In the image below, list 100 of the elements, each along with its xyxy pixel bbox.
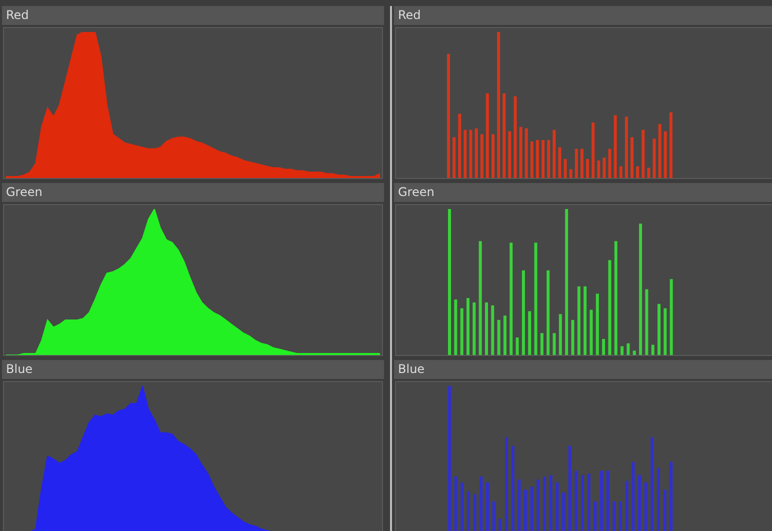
bar: [518, 479, 521, 531]
bar: [620, 346, 624, 355]
bar: [480, 134, 484, 178]
bar: [650, 437, 654, 531]
bar: [614, 115, 617, 178]
bar: [514, 96, 517, 178]
bar: [594, 501, 597, 531]
bar: [626, 343, 630, 355]
bar: [491, 134, 494, 178]
bar: [664, 131, 667, 178]
bar: [474, 128, 478, 178]
bar: [606, 470, 610, 531]
bar: [484, 302, 488, 355]
bar: [632, 350, 636, 355]
bar: [546, 270, 550, 355]
bar: [636, 166, 640, 178]
bar: [480, 476, 483, 531]
bar: [522, 270, 525, 355]
bar: [524, 128, 528, 178]
bar: [508, 131, 512, 178]
bar: [574, 148, 578, 178]
bar: [663, 490, 666, 531]
bar: [639, 224, 642, 355]
bar: [569, 169, 572, 178]
bar: [556, 482, 559, 531]
bar: [558, 314, 562, 355]
bar: [592, 122, 595, 178]
bar: [452, 137, 456, 178]
bar: [530, 486, 534, 531]
bar: [586, 159, 590, 178]
bar: [536, 479, 540, 531]
bar: [597, 160, 600, 178]
bar: [670, 462, 673, 531]
bar: [625, 480, 628, 531]
bar: [552, 130, 556, 178]
bar: [491, 305, 494, 355]
bar: [619, 166, 622, 178]
bar: [580, 148, 584, 178]
bar: [632, 462, 635, 531]
bar: [473, 494, 476, 531]
bar: [647, 168, 650, 178]
bar: [486, 93, 489, 178]
bar: [608, 148, 612, 178]
bar: [464, 130, 467, 178]
bar: [651, 344, 654, 355]
bar: [664, 308, 667, 355]
bar: [584, 286, 587, 355]
bar: [486, 482, 489, 531]
bar: [638, 475, 641, 531]
bar: [458, 114, 462, 178]
bar: [600, 470, 603, 531]
bar: [536, 140, 539, 178]
bar: [624, 116, 628, 178]
bar: [448, 386, 451, 531]
bar: [642, 130, 645, 178]
bar: [502, 93, 506, 178]
bar: [658, 304, 661, 355]
bar: [608, 260, 612, 355]
bar: [602, 158, 606, 178]
bar: [478, 241, 482, 355]
bar: [602, 338, 606, 355]
chart-title: Blue: [2, 360, 384, 379]
bar: [505, 437, 508, 531]
bar: [587, 474, 590, 531]
bar: [644, 482, 648, 531]
bar: [590, 310, 593, 355]
bar: [524, 490, 527, 531]
bar: [552, 333, 556, 355]
bar: [492, 501, 496, 531]
bar: [542, 140, 545, 178]
bar: [454, 300, 458, 355]
bar: [614, 241, 618, 355]
bar: [530, 142, 534, 178]
bar: [466, 298, 470, 355]
bar: [510, 242, 513, 355]
bar: [562, 492, 565, 531]
bar: [670, 279, 673, 355]
chart-title: Red: [394, 6, 772, 25]
bar: [503, 316, 506, 355]
bar: [581, 475, 584, 531]
bar: [528, 311, 532, 355]
bar: [612, 501, 616, 531]
bar: [596, 294, 599, 355]
bar: [519, 126, 522, 178]
bar: [447, 54, 450, 178]
chart-title: Green: [394, 183, 772, 202]
bar: [568, 446, 572, 531]
bar: [564, 159, 567, 178]
bar: [571, 320, 574, 355]
bar: [467, 491, 470, 531]
bar: [511, 446, 514, 531]
bar: [669, 112, 672, 178]
bar: [497, 32, 500, 178]
bar: [534, 242, 538, 355]
bar: [558, 147, 562, 178]
bar: [630, 137, 634, 178]
bar: [574, 470, 578, 531]
bar: [460, 308, 464, 355]
bar: [472, 302, 476, 355]
bar: [454, 476, 458, 531]
